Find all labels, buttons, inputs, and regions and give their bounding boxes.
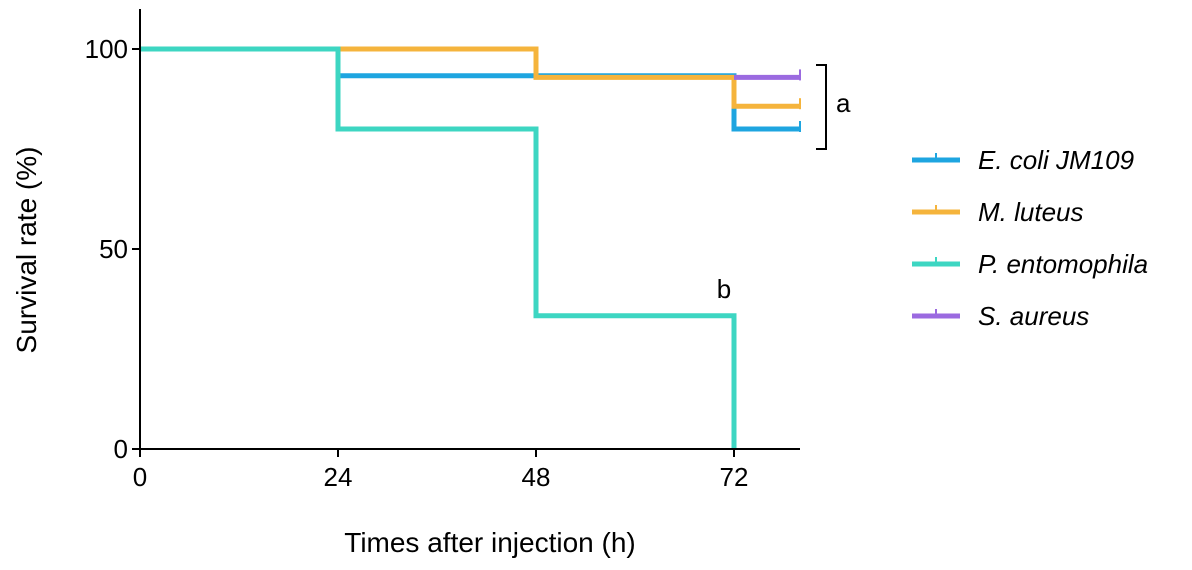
series-line-2	[140, 46, 737, 449]
legend-label-2: P. entomophila	[978, 249, 1148, 279]
significance-bracket-0	[816, 64, 827, 150]
x-axis-title: Times after injection (h)	[344, 527, 636, 558]
y-tick-label-0: 0	[114, 434, 128, 464]
significance-label-1: b	[717, 274, 731, 304]
y-axis-title: Survival rate (%)	[11, 147, 42, 354]
x-tick-label-1: 24	[324, 462, 353, 492]
axes-layer: 0 24 48 72 0 50 100 Times after injection (h) Su…	[11, 9, 800, 558]
legend-label-0: E. coli JM109	[978, 145, 1134, 175]
x-tick-label-2: 48	[522, 462, 551, 492]
legend: E. coli JM109 M. luteus P. entomophila S. a…	[912, 145, 1148, 331]
x-tick-label-3: 72	[720, 462, 749, 492]
legend-label-3: S. aureus	[978, 301, 1089, 331]
y-tick-label-1: 50	[99, 234, 128, 264]
x-tick-label-0: 0	[133, 462, 147, 492]
legend-label-1: M. luteus	[978, 197, 1084, 227]
series-layer	[140, 46, 801, 449]
series-line-1	[140, 46, 800, 109]
significance-label-0: a	[836, 88, 851, 118]
series-line-0	[140, 46, 800, 132]
y-tick-label-2: 100	[85, 34, 128, 64]
annotation-layer: ab	[717, 64, 851, 304]
